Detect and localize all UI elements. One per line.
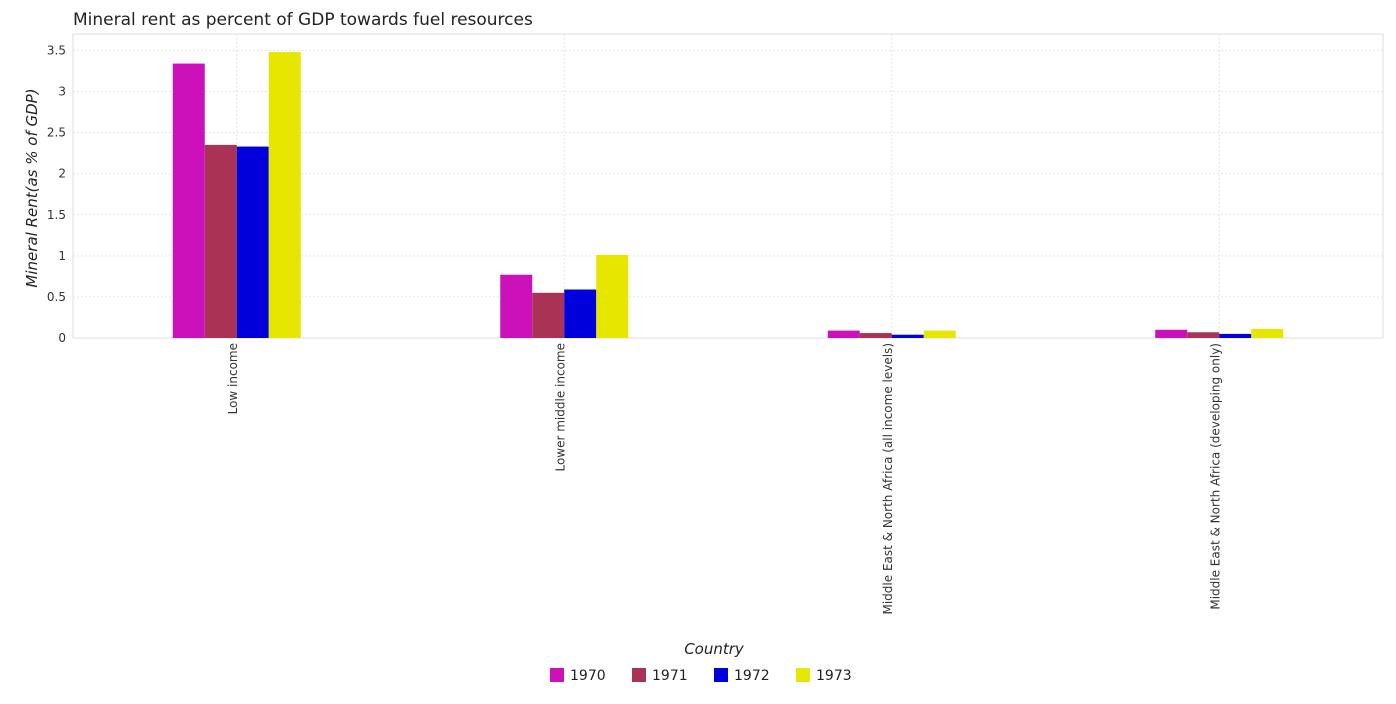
legend-label: 1971 (652, 668, 688, 684)
bar-1971 (859, 333, 892, 338)
legend-swatch (796, 668, 810, 682)
bar-1972 (1219, 333, 1252, 338)
x-tick-label: Middle East & North Africa (developing o… (1208, 343, 1222, 610)
bars (172, 52, 1284, 339)
plot-area (72, 33, 1384, 339)
legend-swatch (632, 668, 646, 682)
bar-1970 (827, 330, 860, 338)
y-tick-label: 2 (58, 167, 66, 181)
legend: 1970 1971 1972 1973 (550, 668, 852, 684)
bar-1973 (923, 330, 956, 338)
bar-1970 (1155, 329, 1188, 338)
bar-1971 (204, 144, 237, 338)
legend-label: 1972 (734, 668, 770, 684)
bar-1971 (1187, 332, 1220, 338)
bar-1973 (268, 52, 301, 338)
y-tick-label: 0 (58, 331, 66, 345)
bar-1970 (172, 63, 205, 339)
legend-label: 1970 (570, 668, 606, 684)
bar-1972 (891, 334, 924, 338)
bar-1972 (236, 146, 269, 338)
bar-1972 (564, 289, 597, 338)
y-tick-label: 2.5 (47, 126, 66, 140)
bar-1971 (532, 292, 565, 338)
x-tick-label: Lower middle income (553, 343, 567, 472)
y-tick-label: 3.5 (47, 43, 66, 57)
x-axis-ticks: Low income Lower middle income Middle East… (226, 343, 1223, 615)
y-axis-label: Mineral Rent(as % of GDP) (23, 88, 41, 287)
legend-swatch (550, 668, 564, 682)
y-tick-label: 3 (58, 85, 66, 99)
x-axis-label: Country (684, 640, 745, 658)
legend-label: 1973 (816, 668, 852, 684)
legend-swatch (714, 668, 728, 682)
bar-1970 (500, 274, 533, 338)
x-tick-label: Low income (226, 343, 240, 414)
bar-1973 (1251, 328, 1284, 338)
y-axis-ticks: 0 0.5 1 1.5 2 2.5 3 3.5 (47, 43, 66, 345)
x-tick-label: Middle East & North Africa (all income l… (881, 343, 895, 615)
y-tick-label: 0.5 (47, 290, 66, 304)
chart-title: Mineral rent as percent of GDP towards f… (73, 10, 533, 30)
y-tick-label: 1.5 (47, 208, 66, 222)
y-tick-label: 1 (58, 249, 66, 263)
bar-1973 (596, 255, 629, 338)
